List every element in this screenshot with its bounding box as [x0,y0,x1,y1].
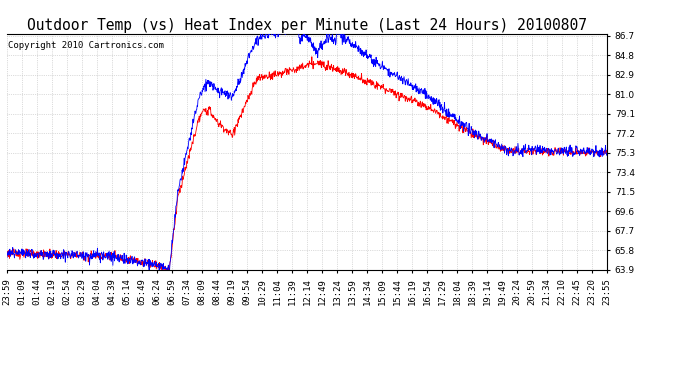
Text: Copyright 2010 Cartronics.com: Copyright 2010 Cartronics.com [8,41,164,50]
Title: Outdoor Temp (vs) Heat Index per Minute (Last 24 Hours) 20100807: Outdoor Temp (vs) Heat Index per Minute … [27,18,587,33]
